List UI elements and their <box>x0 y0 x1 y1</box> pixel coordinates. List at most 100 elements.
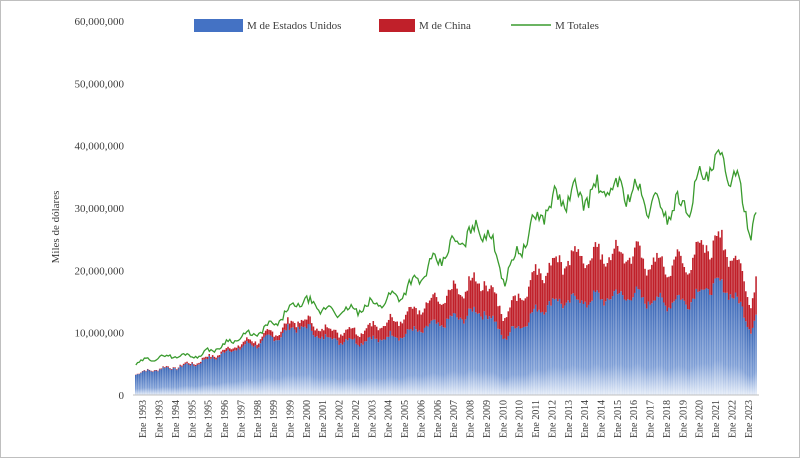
bar-us <box>234 350 236 395</box>
bar-us <box>711 295 713 395</box>
bar-us <box>684 301 686 395</box>
bar-us <box>579 303 581 395</box>
bar-china <box>202 358 204 360</box>
bar-us <box>709 295 711 395</box>
bar-us <box>489 316 491 395</box>
bar-china <box>222 350 224 352</box>
bar-china <box>256 345 258 349</box>
bar-us <box>513 326 515 395</box>
bar-us <box>649 305 651 395</box>
bar-us <box>270 336 272 395</box>
bar-us <box>728 300 730 395</box>
x-tick-label: Ene 2006 <box>433 400 444 438</box>
bar-us <box>412 331 414 395</box>
bar-us <box>448 319 450 395</box>
bar-china <box>241 344 243 347</box>
bar-china <box>595 242 597 292</box>
bar-china <box>208 354 210 356</box>
bar-us <box>646 309 648 395</box>
bar-us <box>451 316 453 395</box>
bar-china <box>437 302 439 323</box>
bar-us <box>695 289 697 395</box>
bar-china <box>617 246 619 294</box>
bar-us <box>359 346 361 395</box>
bar-us <box>325 334 327 395</box>
bar-us <box>473 307 475 395</box>
bar-china <box>648 270 650 302</box>
bar-china <box>695 242 697 289</box>
bar-us <box>528 323 530 395</box>
bar-china <box>656 253 658 297</box>
bar-us <box>178 368 180 395</box>
bar-china <box>448 290 450 319</box>
bar-china <box>396 321 398 337</box>
bar-us <box>135 375 137 395</box>
bar-china <box>195 365 197 366</box>
bar-us <box>542 312 544 395</box>
bar-us <box>391 336 393 395</box>
bar-china <box>391 317 393 335</box>
bar-china <box>545 276 547 312</box>
bar-china <box>236 348 238 351</box>
bar-us <box>730 294 732 395</box>
bar-us <box>432 320 434 395</box>
bar-us <box>420 332 422 395</box>
bar-us <box>373 336 375 395</box>
bar-us <box>273 341 275 395</box>
bar-us <box>485 315 487 395</box>
bar-china <box>253 343 255 347</box>
bar-us <box>376 339 378 395</box>
bar-us <box>463 324 465 395</box>
bar-us <box>675 299 677 395</box>
bar-us <box>280 337 282 395</box>
bar-china <box>342 336 344 345</box>
bar-us <box>487 319 489 395</box>
bar-china <box>453 280 455 313</box>
bar-china <box>707 251 709 289</box>
bar-china <box>292 322 294 328</box>
bar-china <box>465 292 467 320</box>
bar-us <box>692 299 694 395</box>
bar-us <box>383 339 385 395</box>
bar-china <box>227 347 229 350</box>
bar-china <box>217 356 219 358</box>
bar-china <box>596 247 598 290</box>
y-tick-label: 0 <box>119 390 125 402</box>
bar-china <box>502 321 504 339</box>
bar-china <box>171 369 173 370</box>
bar-us <box>629 300 631 395</box>
bar-china <box>289 324 291 330</box>
bar-us <box>200 363 202 395</box>
bar-us <box>378 342 380 395</box>
x-tick-label: Ene 1996 <box>220 400 231 438</box>
bar-china <box>593 247 595 291</box>
bar-china <box>373 321 375 336</box>
bar-us <box>330 338 332 395</box>
bar-china <box>347 329 349 340</box>
bar-china <box>631 264 633 301</box>
x-tick-label: Ene 2002 <box>351 400 362 438</box>
bar-us <box>309 325 311 395</box>
bar-us <box>748 329 750 395</box>
bar-china <box>516 301 518 328</box>
bar-us <box>217 358 219 395</box>
bar-china <box>704 253 706 290</box>
bar-china <box>535 264 537 304</box>
bar-china <box>215 358 217 360</box>
bar-us <box>352 340 354 395</box>
bar-us <box>198 364 200 395</box>
bar-us <box>291 328 293 395</box>
bar-us <box>343 342 345 395</box>
bar-us <box>583 304 585 395</box>
bar-us <box>159 369 161 395</box>
bar-us <box>497 329 499 395</box>
bar-china <box>649 269 651 305</box>
bar-us <box>525 327 527 395</box>
bar-china <box>723 250 725 292</box>
bar-china <box>637 242 639 289</box>
bar-us <box>427 326 429 395</box>
bar-us <box>318 338 320 395</box>
bar-china <box>349 327 351 338</box>
bar-us <box>754 321 756 395</box>
bar-us <box>321 337 323 395</box>
